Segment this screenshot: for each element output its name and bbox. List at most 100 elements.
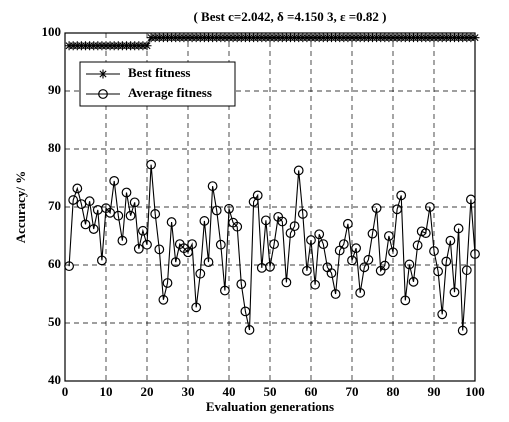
- data-point: [113, 210, 124, 221]
- y-tick-label: 60: [48, 256, 61, 271]
- data-point: [154, 244, 165, 255]
- data-point: [207, 181, 218, 192]
- data-point: [150, 209, 161, 219]
- x-axis-label: Evaluation generations: [206, 399, 334, 414]
- data-point: [125, 210, 136, 221]
- data-point: [351, 243, 362, 254]
- y-tick-label: 80: [48, 140, 61, 155]
- data-point: [453, 223, 464, 234]
- x-tick-label: 40: [223, 384, 236, 399]
- data-point: [338, 239, 349, 250]
- data-point: [400, 295, 411, 306]
- data-point: [232, 221, 243, 232]
- data-point: [371, 203, 382, 214]
- data-point: [343, 218, 353, 229]
- legend-box: [79, 61, 236, 107]
- x-tick-label: 50: [264, 384, 277, 399]
- data-point: [445, 235, 456, 246]
- data-point: [396, 190, 407, 201]
- data-point: [470, 249, 480, 259]
- data-point: [466, 194, 476, 205]
- data-point: [88, 224, 99, 234]
- data-point: [425, 202, 435, 212]
- y-axis-label: Accuracy/ %: [13, 171, 28, 244]
- data-point: [355, 287, 366, 298]
- data-point: [457, 325, 468, 336]
- legend-label: Best fitness: [128, 65, 190, 80]
- data-point: [347, 255, 357, 266]
- data-point: [281, 277, 292, 288]
- data-point: [142, 239, 152, 250]
- data-point: [367, 228, 378, 239]
- data-point: [269, 239, 280, 250]
- data-point: [326, 268, 337, 279]
- data-point: [96, 255, 107, 266]
- data-point: [412, 240, 423, 251]
- data-point: [137, 225, 148, 236]
- data-point: [437, 309, 448, 320]
- data-point: [461, 265, 472, 276]
- x-tick-label: 80: [387, 384, 400, 399]
- data-point: [384, 231, 394, 241]
- y-tick-label: 90: [48, 82, 61, 97]
- x-tick-label: 70: [346, 384, 359, 399]
- x-tick-label: 60: [305, 384, 318, 399]
- data-point: [470, 33, 480, 43]
- data-point: [408, 276, 419, 287]
- data-point: [191, 302, 202, 313]
- data-point: [68, 195, 79, 205]
- y-tick-label: 40: [48, 372, 61, 387]
- data-point: [224, 203, 234, 214]
- data-point: [109, 175, 120, 186]
- series-line: [68, 164, 476, 331]
- data-point: [363, 254, 374, 265]
- plot-frame: [64, 32, 476, 382]
- data-point: [203, 257, 214, 268]
- data-point: [195, 268, 206, 279]
- data-point: [240, 306, 251, 317]
- x-tick-label: 100: [465, 384, 485, 399]
- data-point: [306, 235, 316, 245]
- x-tick-label: 30: [182, 384, 195, 399]
- data-point: [433, 266, 444, 277]
- legend-marker: [98, 69, 108, 79]
- data-point: [236, 279, 247, 290]
- data-point: [146, 159, 157, 170]
- x-tick-label: 90: [428, 384, 441, 399]
- data-point: [121, 187, 132, 198]
- x-tick-label: 0: [62, 384, 69, 399]
- data-point: [379, 260, 390, 271]
- data-point: [429, 246, 439, 256]
- data-point: [297, 209, 308, 219]
- data-point: [64, 261, 74, 272]
- data-point: [129, 197, 140, 208]
- data-point: [310, 279, 321, 290]
- data-point: [183, 247, 193, 258]
- data-point: [117, 235, 128, 246]
- data-point: [142, 41, 152, 51]
- chart-title: ( Best c=2.042, δ =4.150 3, ε =0.82 ): [193, 9, 386, 24]
- legend-marker: [98, 89, 108, 99]
- data-point: [293, 165, 304, 176]
- data-point: [359, 262, 370, 273]
- data-point: [199, 216, 210, 226]
- data-point: [72, 183, 83, 194]
- data-point: [289, 221, 300, 232]
- legend-label: Average fitness: [128, 85, 212, 100]
- data-point: [420, 228, 431, 239]
- data-point: [392, 204, 403, 215]
- data-point: [330, 289, 341, 299]
- data-point: [166, 217, 177, 227]
- data-point: [252, 190, 263, 201]
- data-point: [219, 285, 230, 296]
- data-point: [215, 239, 226, 250]
- data-point: [449, 287, 460, 298]
- y-tick-label: 70: [48, 198, 61, 213]
- data-point: [133, 243, 144, 254]
- data-point: [441, 256, 452, 267]
- data-point: [318, 239, 329, 250]
- data-point: [80, 219, 91, 230]
- data-point: [265, 261, 275, 272]
- data-point: [162, 278, 173, 288]
